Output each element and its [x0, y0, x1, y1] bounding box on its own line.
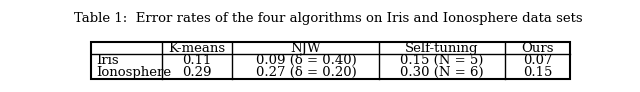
Text: Ionosphere: Ionosphere: [96, 66, 171, 79]
Text: Table 1:  Error rates of the four algorithms on Iris and Ionosphere data sets: Table 1: Error rates of the four algorit…: [74, 12, 582, 25]
Text: NJW: NJW: [291, 42, 321, 55]
Text: 0.09 (δ = 0.40): 0.09 (δ = 0.40): [255, 54, 356, 67]
Text: 0.27 (δ = 0.20): 0.27 (δ = 0.20): [255, 66, 356, 79]
Text: 0.07: 0.07: [523, 54, 552, 67]
Text: 0.15: 0.15: [523, 66, 552, 79]
Text: Ours: Ours: [521, 42, 554, 55]
Text: 0.15 (N = 5): 0.15 (N = 5): [401, 54, 484, 67]
Text: Self-tuning: Self-tuning: [405, 42, 479, 55]
Text: K-means: K-means: [168, 42, 226, 55]
Text: Iris: Iris: [96, 54, 118, 67]
Text: 0.30 (N = 6): 0.30 (N = 6): [400, 66, 484, 79]
Text: 0.29: 0.29: [182, 66, 212, 79]
Text: 0.11: 0.11: [182, 54, 212, 67]
